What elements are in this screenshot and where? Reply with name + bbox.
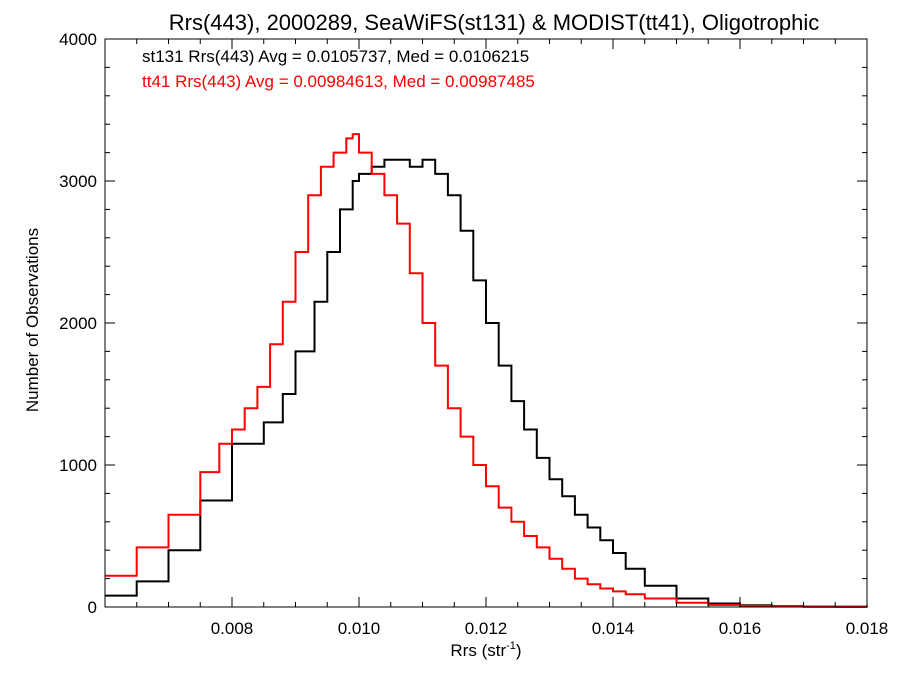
y-tick-label: 1000 bbox=[59, 456, 97, 475]
annotation-layer: st131 Rrs(443) Avg = 0.0105737, Med = 0.… bbox=[142, 47, 535, 91]
x-tick-label: 0.012 bbox=[465, 619, 508, 638]
series-layer bbox=[105, 133, 868, 608]
x-axis-title-main: Rrs (str bbox=[450, 641, 506, 660]
x-axis-title: Rrs (str-1) bbox=[450, 640, 521, 660]
series-1-line bbox=[105, 133, 868, 608]
x-tick-label: 0.018 bbox=[846, 619, 889, 638]
x-axis-title-close: ) bbox=[516, 641, 522, 660]
x-tick-label: 0.016 bbox=[719, 619, 762, 638]
y-tick-label: 3000 bbox=[59, 172, 97, 191]
x-tick-label: 0.008 bbox=[211, 619, 254, 638]
annotation-line-1: st131 Rrs(443) Avg = 0.0105737, Med = 0.… bbox=[142, 47, 529, 66]
y-tick-label: 4000 bbox=[59, 30, 97, 49]
x-axis-title-superscript: -1 bbox=[506, 640, 516, 652]
y-tick-label: 2000 bbox=[59, 314, 97, 333]
x-tick-label: 0.010 bbox=[338, 619, 381, 638]
chart-title: Rrs(443), 2000289, SeaWiFS(st131) & MODI… bbox=[169, 10, 819, 35]
y-axis-title: Number of Observations bbox=[23, 228, 42, 412]
x-tick-label: 0.014 bbox=[592, 619, 635, 638]
series-0-line bbox=[105, 158, 868, 608]
annotation-line-2: tt41 Rrs(443) Avg = 0.00984613, Med = 0.… bbox=[142, 72, 535, 91]
y-tick-label: 0 bbox=[88, 598, 97, 617]
plot-frame bbox=[104, 38, 868, 608]
ticks-layer: 0.008 0.010 0.012 0.014 0.016 0.018 0 1000 2000 3… bbox=[59, 30, 888, 638]
